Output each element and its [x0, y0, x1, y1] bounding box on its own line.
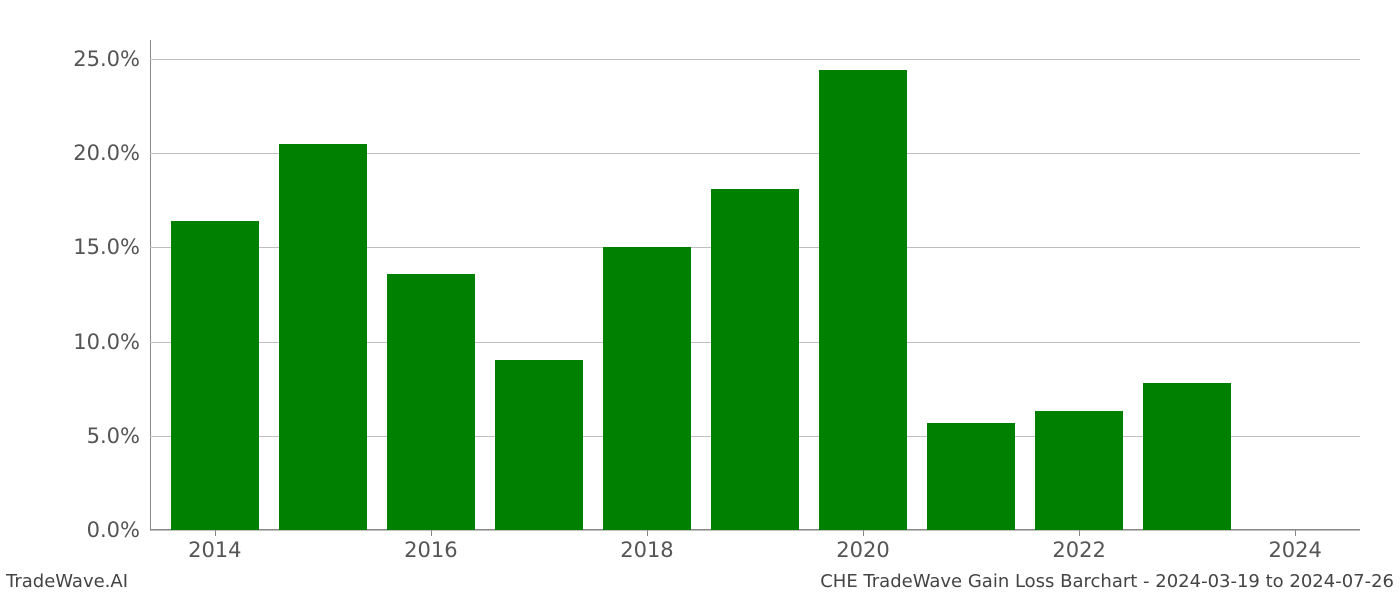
bar	[171, 221, 260, 530]
x-tick-label: 2018	[620, 538, 673, 562]
x-tick-mark	[431, 530, 432, 536]
grid-line	[150, 59, 1360, 60]
bar	[279, 144, 368, 530]
x-tick-label: 2016	[404, 538, 457, 562]
x-tick-mark	[1295, 530, 1296, 536]
y-tick-label: 5.0%	[87, 424, 140, 448]
x-tick-label: 2014	[188, 538, 241, 562]
y-tick-label: 10.0%	[73, 330, 140, 354]
footer-left-text: TradeWave.AI	[6, 571, 128, 592]
bar	[603, 247, 692, 530]
grid-line	[150, 530, 1360, 531]
x-tick-label: 2024	[1268, 538, 1321, 562]
footer-right-text: CHE TradeWave Gain Loss Barchart - 2024-…	[820, 571, 1394, 592]
y-tick-label: 20.0%	[73, 141, 140, 165]
x-tick-label: 2022	[1052, 538, 1105, 562]
chart-container: 0.0% 5.0% 10.0% 15.0% 20.0% 25.0% 2014 2016 2018…	[0, 0, 1400, 600]
plot-area: 0.0%5.0%10.0%15.0%20.0%25.0%201420162018…	[150, 40, 1360, 530]
x-tick-label: 2020	[836, 538, 889, 562]
x-tick-mark	[863, 530, 864, 536]
y-tick-label: 25.0%	[73, 47, 140, 71]
bar	[819, 70, 908, 530]
bar	[387, 274, 476, 530]
x-tick-mark	[215, 530, 216, 536]
bar	[927, 423, 1016, 530]
bar	[711, 189, 800, 530]
x-tick-mark	[1079, 530, 1080, 536]
bar	[1035, 411, 1124, 530]
x-tick-mark	[647, 530, 648, 536]
bar	[495, 360, 584, 530]
y-tick-label: 15.0%	[73, 235, 140, 259]
y-tick-label: 0.0%	[87, 518, 140, 542]
bar	[1143, 383, 1232, 530]
y-axis-spine	[150, 40, 151, 530]
